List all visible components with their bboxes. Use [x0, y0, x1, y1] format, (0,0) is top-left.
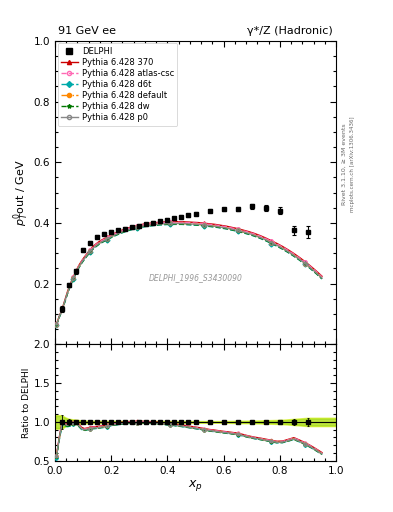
Text: DELPHI_1996_S3430090: DELPHI_1996_S3430090: [149, 273, 242, 282]
Y-axis label: Ratio to DELPHI: Ratio to DELPHI: [22, 367, 31, 438]
Y-axis label: $p^{0}_{T}$out / GeV: $p^{0}_{T}$out / GeV: [11, 159, 31, 226]
Legend: DELPHI, Pythia 6.428 370, Pythia 6.428 atlas-csc, Pythia 6.428 d6t, Pythia 6.428: DELPHI, Pythia 6.428 370, Pythia 6.428 a…: [57, 44, 177, 125]
X-axis label: $x_p$: $x_p$: [188, 478, 203, 494]
Text: mcplots.cern.ch [arXiv:1306.3436]: mcplots.cern.ch [arXiv:1306.3436]: [350, 116, 355, 211]
Text: 91 GeV ee: 91 GeV ee: [58, 27, 116, 36]
Text: Rivet 3.1.10, ≥ 3M events: Rivet 3.1.10, ≥ 3M events: [342, 123, 347, 205]
Text: γ*/Z (Hadronic): γ*/Z (Hadronic): [248, 27, 333, 36]
